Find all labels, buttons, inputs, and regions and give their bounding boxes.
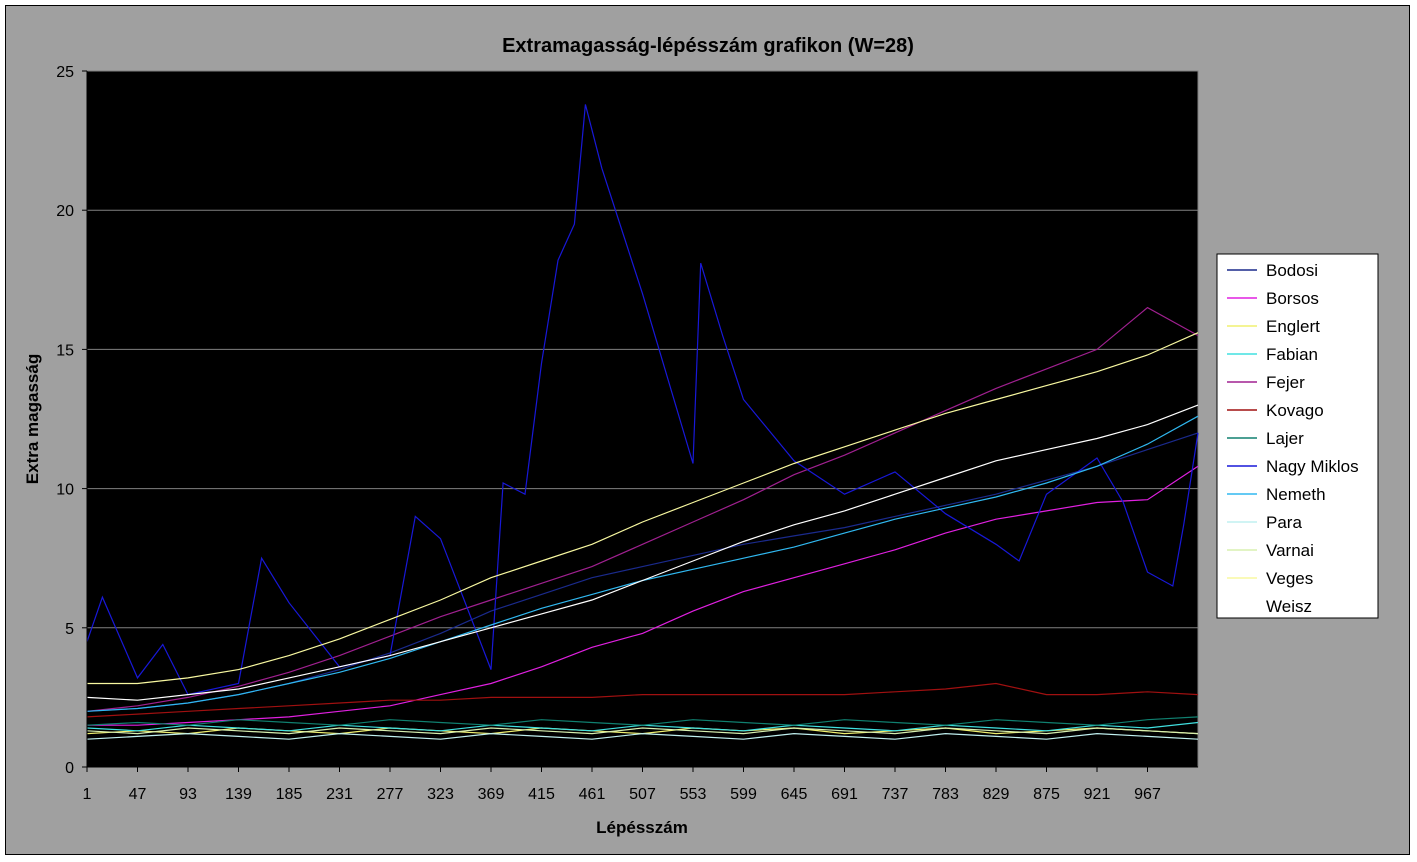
x-tick-label: 783 — [932, 786, 959, 803]
plot-area — [86, 70, 1199, 768]
series-line-varnai — [86, 727, 1199, 735]
x-tick-label: 415 — [528, 786, 555, 803]
series-line-veges — [87, 332, 1199, 685]
x-tick-label: 461 — [579, 786, 606, 803]
legend-label-borsos: Borsos — [1266, 289, 1319, 308]
x-tick-label: 277 — [377, 786, 404, 803]
legend-box — [1216, 253, 1379, 619]
y-tick-label: 25 — [56, 64, 74, 81]
legend-label-bodosi: Bodosi — [1266, 261, 1318, 280]
x-tick-label: 737 — [882, 786, 909, 803]
legend: Bodosi Borsos Englert Fabian Fejer Kovago Laje… — [1216, 253, 1379, 619]
x-tick-label: 1 — [83, 786, 92, 803]
x-tick-label: 139 — [225, 786, 252, 803]
gridlines — [87, 70, 1198, 629]
x-axis: 1 47 93 139 185 231 277 323 369 415 461 507 553 599 64… — [83, 766, 1198, 803]
series-line-borsos — [87, 465, 1199, 726]
legend-label-fejer: Fejer — [1266, 373, 1305, 392]
y-tick-label: 5 — [65, 621, 74, 638]
x-tick-label: 875 — [1033, 786, 1060, 803]
series-line-fejer — [86, 306, 1199, 712]
x-tick-label: 553 — [680, 786, 707, 803]
x-tick-label: 691 — [831, 786, 858, 803]
series-line-para — [86, 732, 1199, 740]
legend-label-lajer: Lajer — [1266, 429, 1304, 448]
legend-label-fabian: Fabian — [1266, 345, 1318, 364]
x-tick-label: 507 — [629, 786, 656, 803]
y-tick-label: 15 — [56, 342, 74, 359]
x-tick-label: 921 — [1084, 786, 1111, 803]
series-line-kovago — [86, 682, 1199, 718]
x-tick-label: 599 — [730, 786, 757, 803]
legend-label-varnai: Varnai — [1266, 541, 1314, 560]
series-line-lajer — [86, 716, 1199, 726]
x-tick-label: 967 — [1134, 786, 1161, 803]
x-tick-label: 93 — [179, 786, 197, 803]
y-axis-title: Extra magasság — [23, 354, 42, 484]
x-tick-label: 829 — [983, 786, 1010, 803]
series-line-weisz — [86, 404, 1199, 701]
x-tick-label: 185 — [276, 786, 303, 803]
series-line-nagy-miklos — [86, 104, 1199, 696]
legend-label-englert: Englert — [1266, 317, 1320, 336]
legend-label-nemeth: Nemeth — [1266, 485, 1326, 504]
legend-label-kovago: Kovago — [1266, 401, 1324, 420]
legend-label-nagy-miklos: Nagy Miklos — [1266, 457, 1359, 476]
legend-label-para: Para — [1266, 513, 1302, 532]
y-tick-label: 10 — [56, 482, 74, 499]
y-axis: 0 5 10 15 20 25 — [56, 64, 88, 777]
x-tick-label: 323 — [427, 786, 454, 803]
x-tick-label: 47 — [129, 786, 147, 803]
x-tick-label: 369 — [478, 786, 505, 803]
y-tick-label: 20 — [56, 203, 74, 220]
x-axis-title: Lépésszám — [596, 818, 688, 837]
chart-title: Extramagasság-lépésszám grafikon (W=28) — [502, 35, 914, 57]
y-tick-label: 0 — [65, 760, 74, 777]
legend-label-veges: Veges — [1266, 569, 1313, 588]
x-tick-label: 645 — [781, 786, 808, 803]
x-tick-label: 231 — [326, 786, 353, 803]
series-lines — [86, 104, 1199, 740]
legend-label-weisz: Weisz — [1266, 597, 1312, 616]
